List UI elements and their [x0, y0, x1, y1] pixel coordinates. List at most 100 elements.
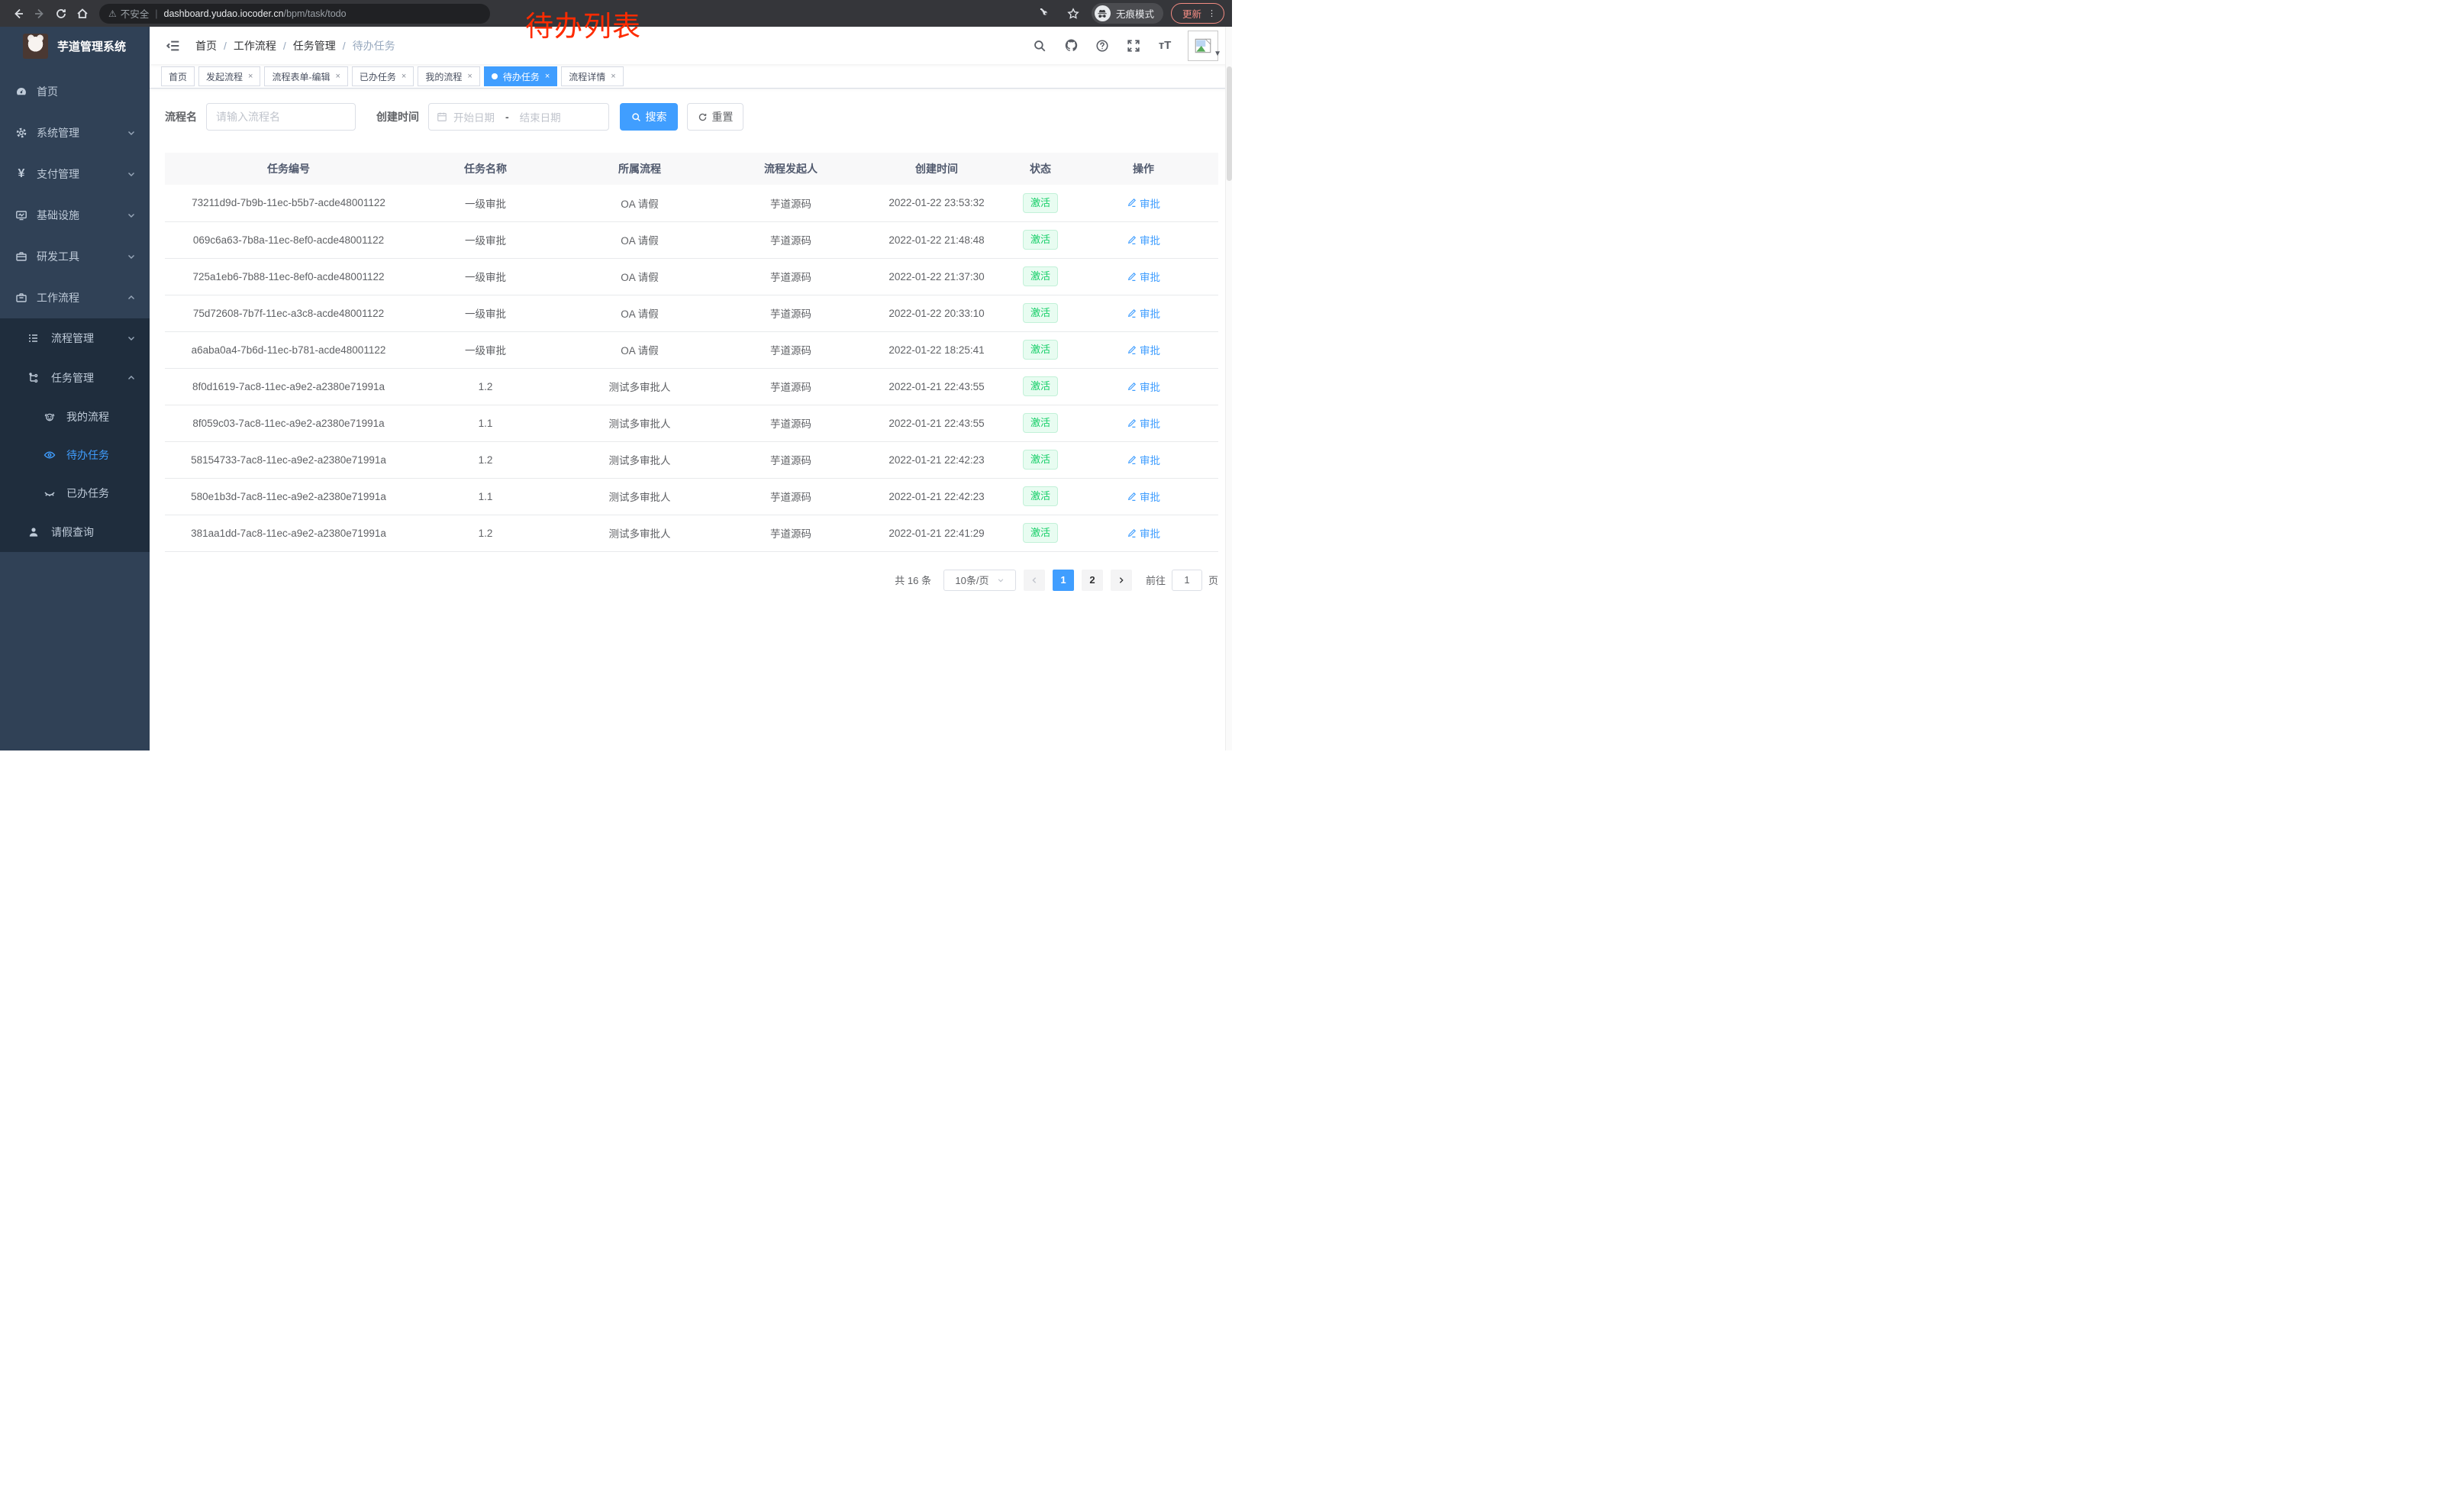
github-icon[interactable]	[1063, 37, 1079, 54]
page-1-button[interactable]: 1	[1052, 569, 1074, 591]
approve-button[interactable]: 审批	[1127, 305, 1160, 321]
close-icon[interactable]: ×	[544, 72, 550, 81]
pagination-total: 共 16 条	[895, 575, 931, 586]
status-badge: 激活	[1022, 303, 1058, 323]
page-2-button[interactable]: 2	[1081, 569, 1103, 591]
approve-button[interactable]: 审批	[1127, 379, 1160, 394]
breadcrumb-task-mgmt[interactable]: 任务管理	[292, 39, 336, 52]
scrollbar-thumb[interactable]	[1227, 66, 1232, 181]
approve-button[interactable]: 审批	[1127, 415, 1160, 431]
page-scrollbar[interactable]	[1225, 27, 1232, 750]
table-header-row: 任务编号 任务名称 所属流程 流程发起人 创建时间 状态 操作	[165, 153, 1218, 185]
tab-start-process[interactable]: 发起流程 ×	[198, 66, 261, 86]
bookmark-star-icon[interactable]	[1063, 3, 1084, 24]
sidebar-item-label: 研发工具	[37, 250, 79, 263]
browser-forward-icon[interactable]	[29, 3, 50, 24]
browser-back-icon[interactable]	[8, 3, 29, 24]
url-path: /bpm/task/todo	[283, 8, 347, 19]
browser-reload-icon[interactable]	[50, 3, 72, 24]
sidebar-item-todo-tasks[interactable]: 待办任务	[0, 436, 150, 474]
sidebar-item-leave-query[interactable]: 请假查询	[0, 512, 150, 552]
chevron-up-icon	[127, 373, 136, 383]
sidebar-item-task-mgmt[interactable]: 任务管理	[0, 358, 150, 398]
help-icon[interactable]	[1094, 37, 1111, 54]
breadcrumb-home[interactable]: 首页	[195, 39, 217, 52]
status-badge: 激活	[1022, 230, 1058, 250]
font-size-icon[interactable]: тT	[1158, 39, 1172, 52]
password-key-icon[interactable]	[1034, 3, 1055, 24]
approve-button[interactable]: 审批	[1127, 342, 1160, 357]
reset-button[interactable]: 重置	[687, 103, 743, 131]
tab-my-process[interactable]: 我的流程 ×	[418, 66, 480, 86]
tags-view: 首页 发起流程 × 流程表单-编辑 × 已办任务 × 我的流程 × 待办任务 × 流程详情…	[150, 64, 1232, 89]
approve-button[interactable]: 审批	[1127, 195, 1160, 211]
avatar[interactable]	[1188, 30, 1219, 61]
cell-process: OA 请假	[559, 295, 721, 332]
cell-action: 审批	[1069, 478, 1218, 515]
approve-button[interactable]: 审批	[1127, 489, 1160, 504]
tab-home[interactable]: 首页	[161, 66, 195, 86]
sidebar-item-my-process[interactable]: 我的流程	[0, 398, 150, 436]
search-icon[interactable]	[1031, 37, 1048, 54]
approve-button[interactable]: 审批	[1127, 452, 1160, 467]
hamburger-icon[interactable]	[160, 33, 186, 59]
table-row: 73211d9d-7b9b-11ec-b5b7-acde48001122 一级审…	[165, 185, 1218, 222]
sidebar-item-done-tasks[interactable]: 已办任务	[0, 474, 150, 512]
process-name-label: 流程名	[165, 111, 197, 123]
chevron-down-icon	[127, 334, 136, 343]
monitor-icon	[16, 211, 27, 221]
breadcrumb-workflow[interactable]: 工作流程	[233, 39, 276, 52]
close-icon[interactable]: ×	[248, 72, 253, 81]
page-unit-label: 页	[1208, 575, 1218, 586]
cell-create-time: 2022-01-22 21:48:48	[861, 221, 1012, 259]
task-table: 任务编号 任务名称 所属流程 流程发起人 创建时间 状态 操作 73211d9d…	[165, 153, 1218, 552]
search-button[interactable]: 搜索	[620, 103, 678, 131]
app-logo-avatar	[23, 33, 48, 59]
cell-initiator: 芋道源码	[721, 331, 861, 369]
approve-button[interactable]: 审批	[1127, 232, 1160, 247]
prev-page-button[interactable]	[1023, 569, 1045, 591]
cell-create-time: 2022-01-21 22:42:23	[861, 441, 1012, 479]
next-page-button[interactable]	[1110, 569, 1132, 591]
edit-pencil-icon	[1127, 235, 1137, 244]
sidebar-item-infra[interactable]: 基础设施	[0, 195, 150, 236]
cell-process: OA 请假	[559, 221, 721, 259]
cell-action: 审批	[1069, 258, 1218, 295]
tab-done-tasks[interactable]: 已办任务 ×	[351, 66, 414, 86]
sidebar-item-home[interactable]: 首页	[0, 71, 150, 112]
close-icon[interactable]: ×	[335, 72, 340, 81]
sidebar-item-payment[interactable]: ¥ 支付管理	[0, 153, 150, 195]
close-icon[interactable]: ×	[467, 72, 472, 81]
close-icon[interactable]: ×	[401, 72, 407, 81]
browser-home-icon[interactable]	[72, 3, 93, 24]
approve-button[interactable]: 审批	[1127, 269, 1160, 284]
app-logo-row[interactable]: 芋道管理系统	[0, 27, 150, 65]
process-name-input[interactable]	[206, 103, 356, 131]
col-task-name: 任务名称	[412, 153, 559, 185]
tab-form-edit[interactable]: 流程表单-编辑 ×	[264, 66, 348, 86]
date-range-picker[interactable]: 开始日期 - 结束日期	[428, 103, 609, 131]
browser-menu-icon[interactable]: ⋮	[1208, 9, 1216, 18]
status-badge: 激活	[1022, 486, 1058, 506]
fullscreen-icon[interactable]	[1125, 37, 1142, 54]
tab-process-detail[interactable]: 流程详情 ×	[561, 66, 624, 86]
page-size-select[interactable]: 10条/页	[943, 569, 1016, 591]
sidebar-item-process-mgmt[interactable]: 流程管理	[0, 318, 150, 358]
sidebar-item-devtools[interactable]: 研发工具	[0, 236, 150, 277]
avatar-dropdown-caret[interactable]: ▼	[1214, 49, 1221, 58]
address-bar[interactable]: ⚠ 不安全 | dashboard.yudao.iocoder.cn/bpm/t…	[99, 3, 490, 24]
face-icon	[44, 413, 55, 421]
goto-page-input[interactable]	[1171, 569, 1202, 591]
status-badge: 激活	[1022, 340, 1058, 360]
task-table-body: 73211d9d-7b9b-11ec-b5b7-acde48001122 一级审…	[165, 185, 1218, 552]
cell-task-id: 73211d9d-7b9b-11ec-b5b7-acde48001122	[165, 185, 412, 222]
browser-update-button[interactable]: 更新 ⋮	[1170, 3, 1224, 24]
tab-todo-tasks[interactable]: 待办任务 ×	[483, 66, 558, 86]
cell-status: 激活	[1012, 515, 1069, 552]
approve-button[interactable]: 审批	[1127, 525, 1160, 541]
cell-task-name: 一级审批	[412, 258, 559, 295]
close-icon[interactable]: ×	[611, 72, 616, 81]
sidebar-item-workflow[interactable]: 工作流程	[0, 277, 150, 318]
sidebar-item-system[interactable]: 系统管理	[0, 112, 150, 153]
cell-process: 测试多审批人	[559, 515, 721, 552]
